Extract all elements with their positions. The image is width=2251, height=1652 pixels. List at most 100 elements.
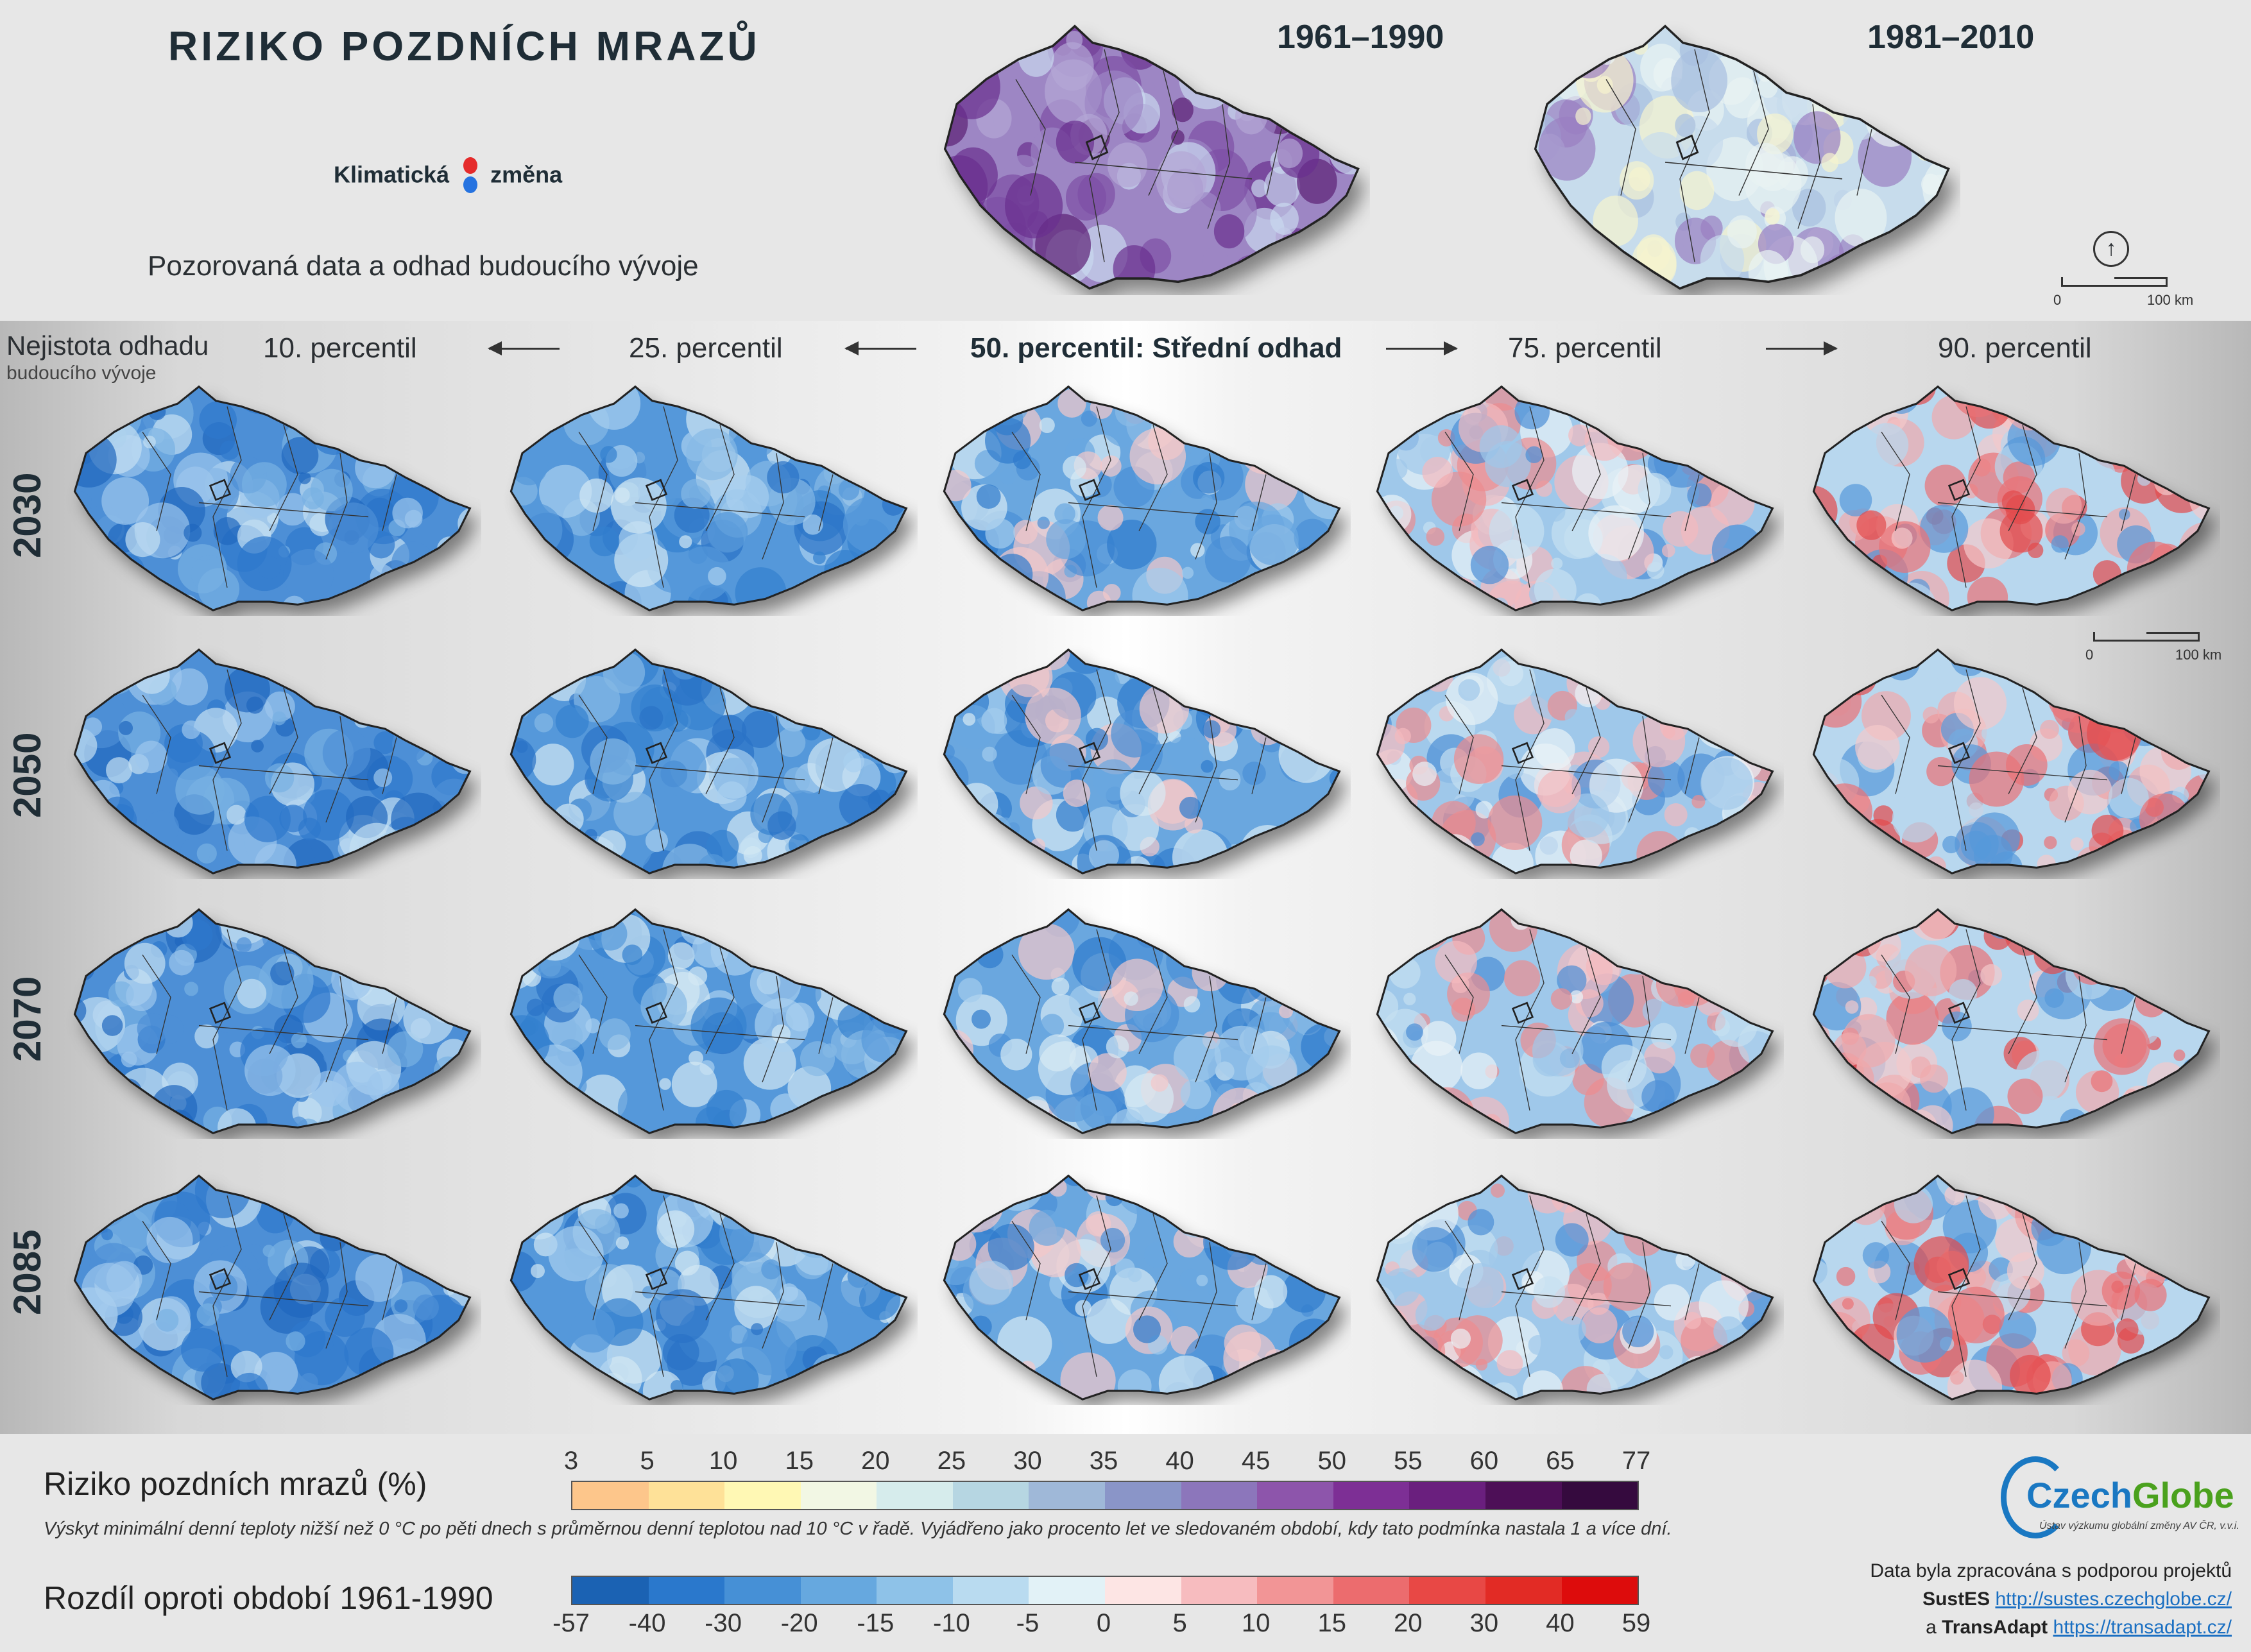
risk-ticks-label: 25 [937, 1447, 966, 1475]
future-map-2030-col3 [927, 375, 1351, 616]
risk-ticks-label: 5 [640, 1447, 655, 1475]
czechglobe-arc-icon [2001, 1456, 2070, 1538]
main-title: RIZIKO POZDNÍCH MRAZŮ [168, 23, 760, 69]
risk-bar-swatch [800, 1482, 877, 1509]
brand-right-text: změna [490, 161, 563, 188]
risk-bar-swatch [648, 1482, 725, 1509]
risk-bar-swatch [1257, 1482, 1333, 1509]
risk-bar-swatch [877, 1482, 953, 1509]
percentile-75: 75. percentil [1508, 332, 1662, 364]
risk-ticks-label: 20 [861, 1447, 890, 1475]
diff-bar-swatch [572, 1577, 649, 1604]
future-scale-label-100km: 100 km [2175, 647, 2222, 663]
risk-ticks-label: 30 [1013, 1447, 1042, 1475]
risk-ticks-label: 50 [1317, 1447, 1346, 1475]
legend-risk-title: Riziko pozdních mrazů (%) [44, 1466, 427, 1502]
scale-label-zero: 0 [2053, 292, 2062, 308]
diff-ticks-label: 30 [1469, 1609, 1499, 1637]
diff-bar-swatch [800, 1577, 877, 1604]
diff-bar-swatch [724, 1577, 801, 1604]
diff-ticks-label: -30 [705, 1609, 742, 1637]
diff-bar-swatch [1181, 1577, 1258, 1604]
year-label-2070: 2070 [5, 976, 49, 1062]
future-map-2050-col3 [927, 638, 1351, 879]
risk-ticks-label: 45 [1241, 1447, 1271, 1475]
risk-bar-swatch [1181, 1482, 1258, 1509]
diff-ticks-label: 10 [1241, 1609, 1271, 1637]
future-map-2070-col3 [927, 898, 1351, 1139]
risk-bar-swatch [724, 1482, 801, 1509]
support-line: Data byla zpracována s podporou projektů [1870, 1560, 2232, 1581]
percentile-25: 25. percentil [629, 332, 783, 364]
diff-bar-swatch [1561, 1577, 1638, 1604]
diff-bar-swatch [1105, 1577, 1181, 1604]
czechglobe-subtitle: Ústav výzkumu globální změny AV ČR, v.v.… [2039, 1520, 2239, 1531]
diff-ticks-label: -57 [552, 1609, 590, 1637]
future-scale-label-zero: 0 [2085, 647, 2094, 663]
year-label-2085: 2085 [5, 1230, 49, 1315]
risk-ticks-label: 3 [563, 1447, 579, 1475]
percentile-10: 10. percentil [263, 332, 417, 364]
support-project-1: SustES http://sustes.czechglobe.cz/ [1922, 1588, 2232, 1610]
north-arrow-icon: ↑ [2093, 231, 2129, 267]
future-map-2085-col1 [58, 1164, 481, 1405]
brand-logo: Klimatická změna [334, 157, 562, 196]
diff-ticks-label: -5 [1016, 1609, 1040, 1637]
risk-ticks-label: 77 [1622, 1447, 1651, 1475]
risk-ticks-label: 55 [1394, 1447, 1423, 1475]
scale-label-100km: 100 km [2147, 292, 2194, 308]
diff-bar-swatch [1485, 1577, 1562, 1604]
arrow-left-icon [488, 341, 560, 355]
diff-ticks-label: 0 [1096, 1609, 1111, 1637]
diff-ticks-label: -15 [857, 1609, 894, 1637]
diff-ticks-label: 40 [1546, 1609, 1575, 1637]
diff-bar-swatch [648, 1577, 725, 1604]
risk-ticks-label: 15 [785, 1447, 814, 1475]
risk-bar-swatch [1029, 1482, 1106, 1509]
bottom-band [0, 1434, 2251, 1652]
future-map-2070-col4 [1360, 898, 1784, 1139]
future-map-2070-col1 [58, 898, 481, 1139]
risk-bar-swatch [572, 1482, 649, 1509]
project-conjunction: a [1926, 1617, 1937, 1638]
future-map-2050-col1 [58, 638, 481, 879]
diff-ticks-label: 15 [1317, 1609, 1346, 1637]
risk-ticks-label: 60 [1469, 1447, 1499, 1475]
year-label-2050: 2050 [5, 733, 49, 818]
project1-link[interactable]: http://sustes.czechglobe.cz/ [1995, 1588, 2232, 1610]
future-map-2085-col2 [494, 1164, 918, 1405]
arrow-right-icon [1386, 341, 1458, 355]
risk-ticks-label: 35 [1089, 1447, 1118, 1475]
diff-bar-swatch [952, 1577, 1029, 1604]
support-project-2: a TransAdapt https://transadapt.cz/ [1926, 1617, 2232, 1639]
future-map-2030-col5 [1797, 375, 2220, 616]
risk-bar-swatch [952, 1482, 1029, 1509]
future-map-2030-col2 [494, 375, 918, 616]
risk-colorbar [571, 1481, 1639, 1510]
diff-ticks-label: 5 [1172, 1609, 1187, 1637]
arrow-right-icon [1766, 341, 1838, 355]
legend-diff-title: Rozdíl oproti období 1961-1990 [44, 1580, 493, 1616]
diff-bar-swatch [1257, 1577, 1333, 1604]
future-map-2085-col4 [1360, 1164, 1784, 1405]
project1-name: SustES [1922, 1588, 1990, 1610]
percentile-90: 90. percentil [1938, 332, 2092, 364]
project2-link[interactable]: https://transadapt.cz/ [2053, 1617, 2232, 1638]
risk-bar-swatch [1105, 1482, 1181, 1509]
page-subtitle: Pozorovaná data a odhad budoucího vývoje [148, 250, 699, 282]
period-title-1981: 1981–2010 [1867, 19, 2035, 56]
diff-ticks-label: -40 [628, 1609, 666, 1637]
diff-ticks-label: -20 [780, 1609, 818, 1637]
risk-ticks-label: 10 [708, 1447, 738, 1475]
diff-bar-swatch [1409, 1577, 1485, 1604]
diff-bar-swatch [1029, 1577, 1106, 1604]
future-map-2070-col2 [494, 898, 918, 1139]
future-map-2085-col5 [1797, 1164, 2220, 1405]
scale-bar-future [2093, 632, 2200, 642]
risk-ticks-label: 65 [1546, 1447, 1575, 1475]
legend-risk-description: Výskyt minimální denní teploty nižší než… [44, 1519, 1672, 1539]
uncertainty-subtitle: budoucího vývoje [6, 362, 157, 384]
diff-ticks-label: 20 [1394, 1609, 1423, 1637]
risk-bar-swatch [1333, 1482, 1410, 1509]
